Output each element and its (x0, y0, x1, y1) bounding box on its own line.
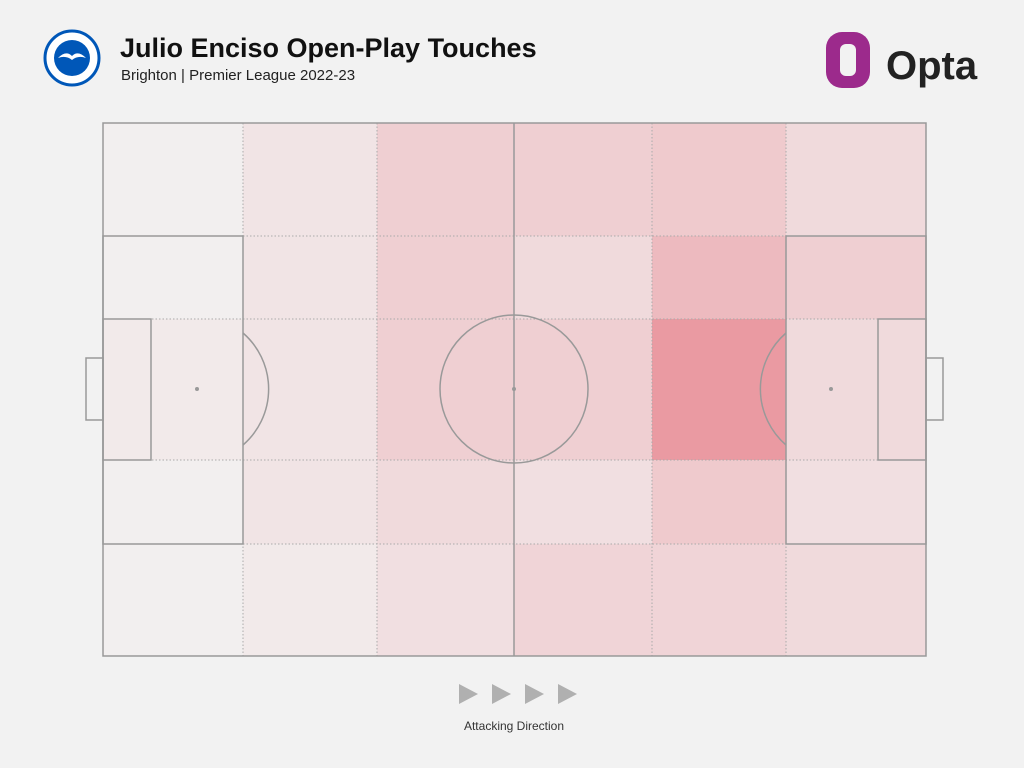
heat-cell (786, 544, 926, 656)
heat-cell (377, 460, 514, 544)
heat-cell (243, 236, 377, 319)
heat-cell (514, 319, 652, 460)
heat-cell (243, 460, 377, 544)
heat-cell (377, 319, 514, 460)
heat-cell (243, 319, 377, 460)
heat-cell (103, 460, 243, 544)
heat-cell (514, 236, 652, 319)
crest (43, 29, 101, 87)
heat-cell (786, 319, 926, 460)
heat-cell (103, 544, 243, 656)
heat-cell (652, 544, 786, 656)
direction-arrows (459, 684, 577, 704)
subtitle: Brighton | Premier League 2022-23 (121, 67, 355, 84)
heat-cell (786, 123, 926, 236)
heat-cell (103, 319, 243, 460)
heat-cell (652, 460, 786, 544)
heat-cell (103, 236, 243, 319)
heat-cell (377, 544, 514, 656)
heat-cell (786, 460, 926, 544)
heat-cell (514, 123, 652, 236)
heatmap (103, 123, 926, 656)
annotation: Attacking Direction (464, 719, 564, 733)
logo-text: Opta (886, 44, 978, 88)
heat-cell (514, 460, 652, 544)
chart-title: Julio Enciso Open-Play Touches (120, 33, 537, 63)
heat-cell (652, 123, 786, 236)
heat-cell (652, 236, 786, 319)
heat-cell (243, 123, 377, 236)
opta-logo: Opta (826, 32, 978, 88)
pitch (85, 122, 944, 657)
heat-cell (786, 236, 926, 319)
heat-cell (652, 319, 786, 460)
heat-cell (243, 544, 377, 656)
heat-cell (377, 123, 514, 236)
heat-cell (514, 544, 652, 656)
heat-cell (377, 236, 514, 319)
heat-cell (103, 123, 243, 236)
